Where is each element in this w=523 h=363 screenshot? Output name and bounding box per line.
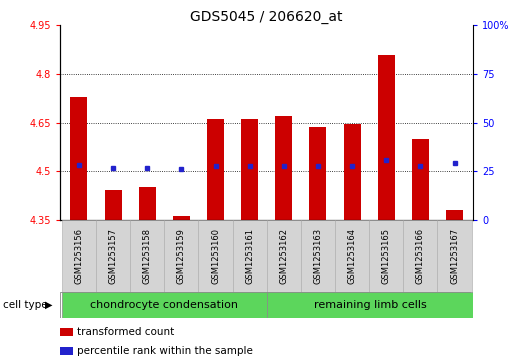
Text: GSM1253156: GSM1253156 — [74, 228, 84, 284]
Text: GSM1253163: GSM1253163 — [313, 228, 323, 284]
FancyBboxPatch shape — [369, 220, 403, 292]
Text: GSM1253166: GSM1253166 — [416, 228, 425, 284]
Bar — [344, 124, 361, 220]
Bar — [207, 119, 224, 220]
FancyBboxPatch shape — [233, 220, 267, 292]
Title: GDS5045 / 206620_at: GDS5045 / 206620_at — [190, 11, 343, 24]
FancyBboxPatch shape — [301, 220, 335, 292]
Text: GSM1253160: GSM1253160 — [211, 228, 220, 284]
Text: GSM1253164: GSM1253164 — [348, 228, 357, 284]
FancyBboxPatch shape — [62, 292, 267, 318]
FancyBboxPatch shape — [164, 220, 198, 292]
Bar — [241, 119, 258, 220]
Text: cell type: cell type — [3, 300, 47, 310]
FancyBboxPatch shape — [198, 220, 233, 292]
FancyBboxPatch shape — [437, 220, 472, 292]
Text: GSM1253162: GSM1253162 — [279, 228, 288, 284]
Bar — [310, 127, 326, 220]
FancyBboxPatch shape — [403, 220, 437, 292]
Text: transformed count: transformed count — [77, 327, 175, 337]
Bar — [173, 216, 190, 220]
Text: GSM1253161: GSM1253161 — [245, 228, 254, 284]
FancyBboxPatch shape — [267, 220, 301, 292]
Bar — [71, 97, 87, 220]
FancyBboxPatch shape — [130, 220, 164, 292]
Text: GSM1253165: GSM1253165 — [382, 228, 391, 284]
FancyBboxPatch shape — [62, 220, 96, 292]
FancyBboxPatch shape — [96, 220, 130, 292]
Bar — [275, 116, 292, 220]
Bar — [105, 191, 122, 220]
Text: GSM1253167: GSM1253167 — [450, 228, 459, 284]
Text: chondrocyte condensation: chondrocyte condensation — [90, 300, 238, 310]
FancyBboxPatch shape — [267, 292, 473, 318]
Text: remaining limb cells: remaining limb cells — [314, 300, 426, 310]
Bar — [412, 139, 429, 220]
Bar — [446, 210, 463, 220]
Text: GSM1253157: GSM1253157 — [109, 228, 118, 284]
Bar — [139, 187, 156, 220]
FancyBboxPatch shape — [335, 220, 369, 292]
Bar — [378, 54, 395, 220]
Text: GSM1253159: GSM1253159 — [177, 228, 186, 284]
Text: ▶: ▶ — [45, 300, 52, 310]
Text: percentile rank within the sample: percentile rank within the sample — [77, 346, 253, 356]
Text: GSM1253158: GSM1253158 — [143, 228, 152, 284]
